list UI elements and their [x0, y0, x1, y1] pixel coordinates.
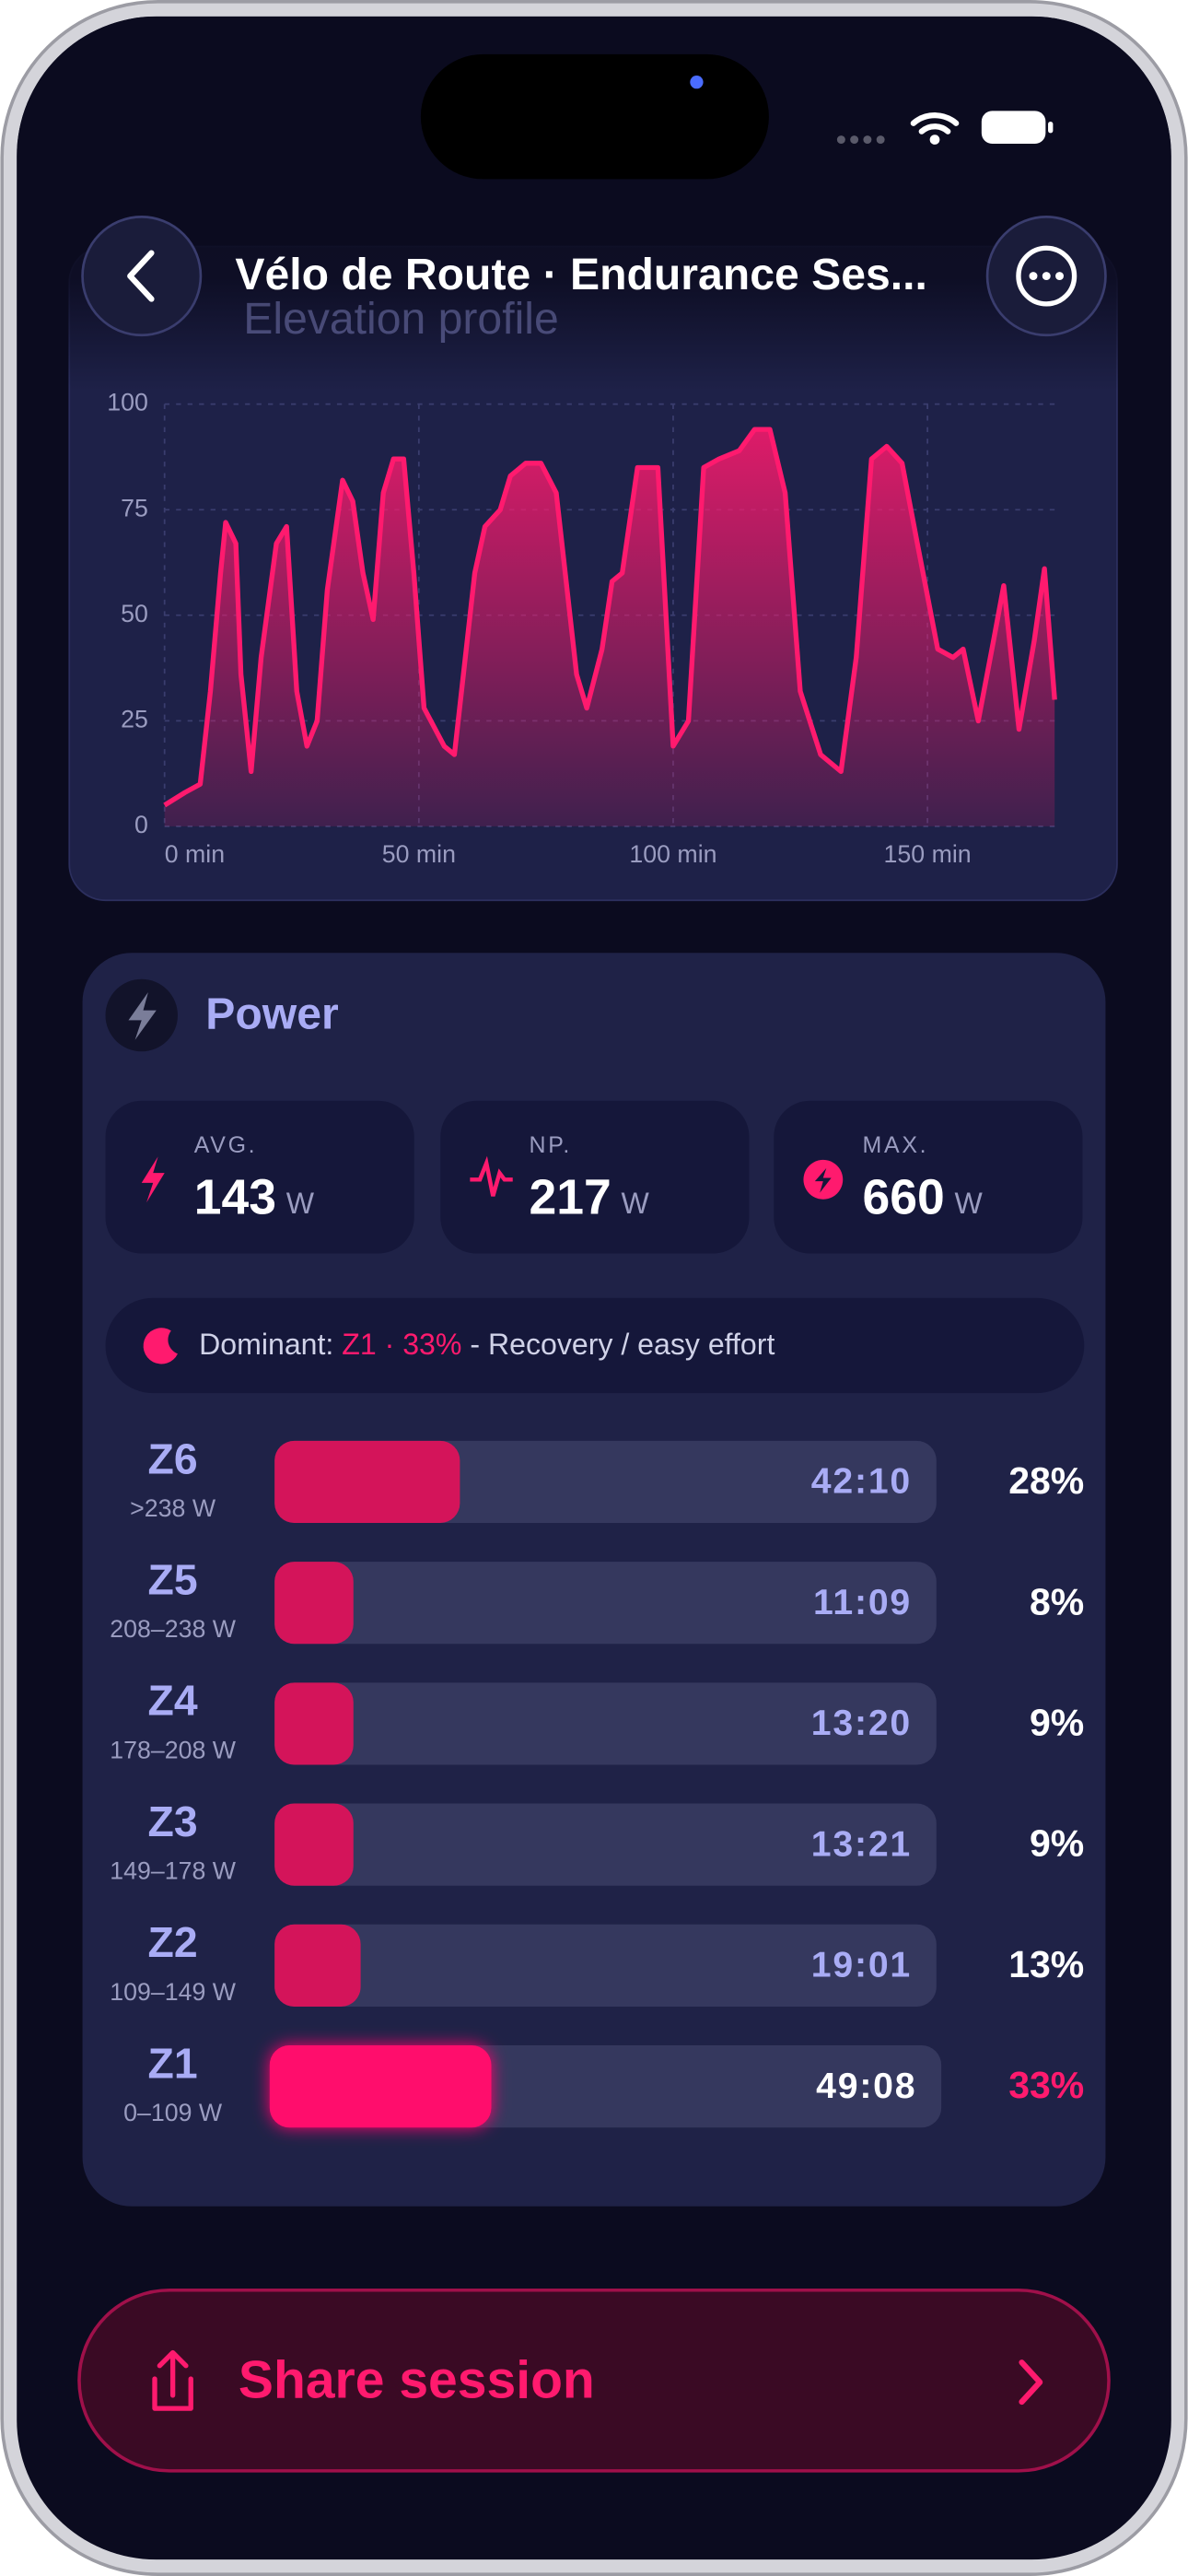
zone-time: 19:01 — [811, 1945, 912, 1985]
y-tick-label: 25 — [121, 705, 148, 732]
zone-name: Z4 — [148, 1677, 198, 1725]
chart-title: Elevation profile — [243, 294, 558, 344]
zone-range: 149–178 W — [110, 1857, 237, 1885]
stat-icon — [141, 1156, 165, 1203]
stat-card — [440, 1100, 750, 1254]
zone-time: 13:21 — [811, 1823, 912, 1864]
zone-bar — [274, 1924, 361, 2007]
zone-name: Z3 — [148, 1797, 198, 1845]
zone-percent: 28% — [1008, 1459, 1084, 1502]
power-icon — [128, 992, 157, 1040]
zones: Z6 >238 W 42:10 28% Z5 208–238 W 11:09 8% Z4 178–… — [110, 1434, 1084, 2128]
dominant-text: Dominant: Z1 · 33% - Recovery / easy eff… — [199, 1329, 775, 1362]
dominant-label: Dominant: — [199, 1329, 333, 1362]
x-tick-label: 0 min — [165, 840, 225, 868]
dominant-zone: Z1 · 33% — [342, 1329, 461, 1362]
zone-range: 0–109 W — [123, 2099, 223, 2126]
line — [163, 427, 1057, 808]
stat-value: 143 W — [194, 1171, 315, 1225]
y-tick-label: 100 — [107, 389, 148, 416]
wifi-dot — [929, 135, 940, 145]
stat-number: 217 — [530, 1171, 611, 1225]
more-dots — [1029, 272, 1064, 281]
stat-value: 660 W — [863, 1171, 984, 1225]
zone-name: Z6 — [148, 1434, 198, 1482]
stat-unit: W — [954, 1187, 983, 1220]
y-tick-label: 75 — [121, 494, 148, 521]
stat-label: NP. — [530, 1132, 572, 1158]
zone-time: 49:08 — [816, 2066, 916, 2106]
power-title: Power — [205, 989, 338, 1038]
back-icon — [127, 250, 155, 302]
x-tick-label: 100 min — [629, 840, 716, 868]
dynamic-island — [420, 53, 769, 180]
content: 0 25 50 75 100 0 min 50 min 100 min 150 min Elev… — [17, 16, 1171, 2473]
zone-percent: 13% — [1008, 1943, 1084, 1985]
zone-bar — [274, 1562, 354, 1645]
area — [164, 429, 1055, 826]
battery-icon — [981, 111, 1046, 145]
zone-bar — [274, 1682, 354, 1765]
zone-bar — [274, 1803, 354, 1886]
more-icon — [1016, 245, 1077, 307]
zone-percent: 9% — [1030, 1822, 1084, 1865]
stat-icon-bolt — [814, 1167, 832, 1193]
stat-value: 217 W — [530, 1171, 650, 1225]
stat-icon — [470, 1155, 513, 1197]
zone-range: >238 W — [130, 1494, 216, 1522]
zone-percent: 9% — [1030, 1702, 1084, 1744]
zone-percent: 8% — [1030, 1580, 1084, 1622]
dominant-desc: Recovery / easy effort — [488, 1329, 775, 1362]
zone-track — [274, 1562, 937, 1645]
wifi-icon — [910, 112, 960, 135]
stats: AVG. 143 W NP. 217 W MAX. 660 W — [105, 1100, 1083, 1254]
stat-number: 660 — [863, 1171, 945, 1225]
dominant-pill — [105, 1297, 1085, 1394]
chart: 0 25 50 75 100 0 min 50 min 100 min 150 min — [107, 389, 1057, 868]
signal-icon — [836, 135, 885, 145]
share-icon — [152, 2349, 193, 2411]
stat-number: 143 — [194, 1171, 276, 1225]
zone-track — [274, 1682, 937, 1765]
zone-name: Z5 — [148, 1556, 198, 1604]
zone-time: 13:20 — [811, 1703, 912, 1743]
stat-card — [105, 1100, 414, 1254]
zone-bar — [269, 2045, 492, 2128]
back-button[interactable] — [81, 216, 203, 337]
y-tick-label: 50 — [121, 600, 148, 627]
zone-range: 178–208 W — [110, 1736, 237, 1763]
zone-time: 11:09 — [813, 1582, 912, 1622]
zone-range: 208–238 W — [110, 1615, 237, 1643]
zone-name: Z2 — [148, 1918, 198, 1966]
share-button[interactable] — [77, 2288, 1111, 2473]
zone-bar — [274, 1440, 460, 1523]
stat-label: MAX. — [863, 1132, 929, 1158]
share-label[interactable]: Share session — [239, 2350, 595, 2409]
y-tick-label: 0 — [134, 811, 148, 838]
dominant-sep: - — [470, 1329, 480, 1362]
stat-card — [774, 1100, 1083, 1254]
zone-track — [274, 1924, 937, 2007]
x-tick-label: 50 min — [382, 840, 456, 868]
stat-unit: W — [622, 1187, 650, 1220]
battery-tip — [1048, 121, 1054, 134]
page-title: Vélo de Route · Endurance Ses... — [235, 250, 926, 299]
stat-unit: W — [286, 1187, 315, 1220]
moon-icon — [143, 1328, 178, 1364]
zone-range: 109–149 W — [110, 1978, 237, 2006]
x-tick-label: 150 min — [884, 840, 972, 868]
zone-track — [274, 1803, 937, 1886]
zone-time: 42:10 — [811, 1461, 912, 1502]
camera-dot — [690, 76, 704, 89]
zone-percent: 33% — [1008, 2064, 1084, 2106]
zone-name: Z1 — [148, 2039, 198, 2087]
stat-label: AVG. — [194, 1132, 257, 1158]
share-chevron — [1019, 2359, 1043, 2406]
